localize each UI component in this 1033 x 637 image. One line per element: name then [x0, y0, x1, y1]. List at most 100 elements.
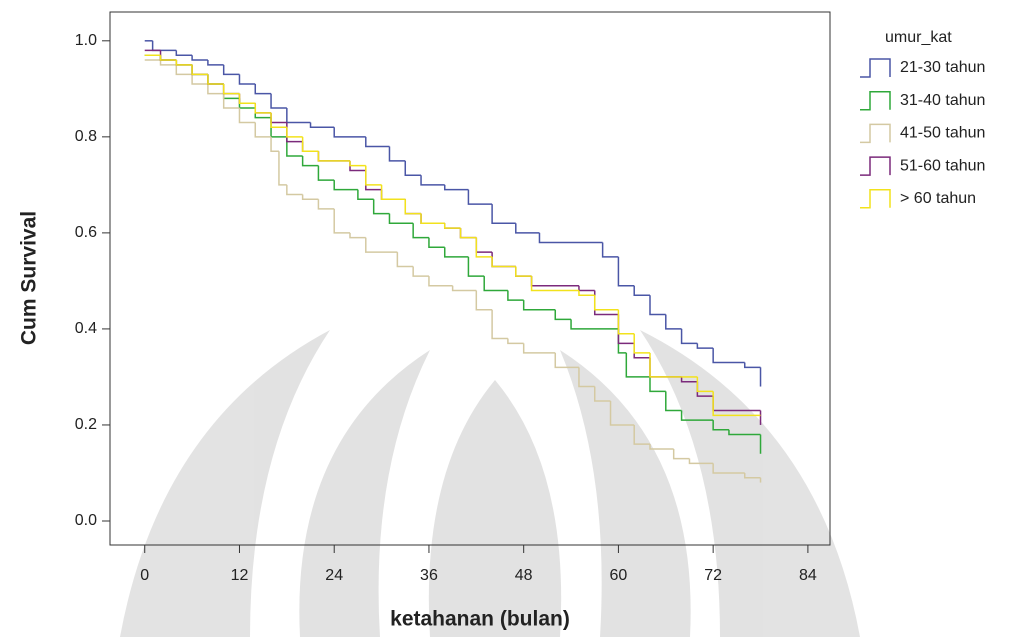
- x-tick-label: 36: [420, 567, 438, 584]
- survival-step: [404, 160, 422, 177]
- x-tick-label: 72: [704, 567, 722, 584]
- survival-step: [159, 55, 177, 61]
- legend-swatch: [860, 90, 891, 111]
- survival-step: [365, 170, 382, 191]
- survival-step: [491, 309, 508, 340]
- x-tick-label: 0: [140, 567, 149, 584]
- survival-step: [712, 348, 745, 364]
- survival-step: [649, 352, 682, 378]
- legend-label: 21-30 tahun: [900, 59, 985, 76]
- survival-step: [254, 122, 272, 138]
- survival-step: [467, 256, 485, 277]
- survival-step: [365, 136, 390, 148]
- survival-step: [151, 40, 177, 52]
- survival-step: [380, 189, 406, 201]
- survival-step: [649, 376, 666, 393]
- legend-swatch: [860, 189, 891, 209]
- survival-step: [617, 309, 635, 335]
- survival-step: [443, 184, 469, 191]
- survival-step: [530, 276, 579, 292]
- survival-step: [349, 232, 366, 239]
- survival-step: [443, 247, 469, 258]
- survival-step: [712, 420, 729, 431]
- survival-step: [286, 122, 303, 143]
- survival-step: [270, 136, 279, 153]
- survival-step: [365, 165, 382, 186]
- survival-step: [365, 237, 398, 253]
- survival-step: [175, 64, 193, 76]
- legend-label: > 60 tahun: [900, 190, 976, 207]
- y-tick-label: 0.8: [75, 128, 97, 145]
- legend-swatch: [860, 156, 891, 176]
- survival-step: [388, 146, 406, 162]
- survival-step: [522, 343, 556, 354]
- survival-step: [665, 314, 682, 330]
- survival-step: [286, 136, 303, 157]
- survival-step: [491, 252, 516, 268]
- survival-step: [222, 84, 240, 100]
- survival-step: [625, 352, 650, 378]
- survival-step: [483, 276, 508, 292]
- survival-step: [301, 156, 319, 167]
- survival-step: [404, 199, 422, 215]
- survival-step: [254, 84, 272, 95]
- survival-step: [333, 208, 350, 234]
- survival-step: [515, 266, 532, 277]
- survival-step: [286, 108, 311, 124]
- survival-step: [459, 228, 477, 239]
- survival-step: [317, 199, 335, 210]
- survival-step: [617, 256, 635, 287]
- survival-step: [538, 232, 603, 244]
- survival-step: [420, 213, 445, 225]
- survival-step: [617, 328, 627, 354]
- survival-step: [712, 463, 745, 474]
- survival-step: [696, 376, 714, 393]
- survival-step: [578, 290, 595, 297]
- survival-step: [570, 319, 619, 330]
- survival-step: [412, 266, 429, 277]
- survival-step: [554, 309, 572, 321]
- survival-step: [159, 50, 177, 61]
- survival-step: [317, 165, 335, 181]
- survival-step: [712, 391, 761, 417]
- survival-step: [633, 333, 650, 354]
- legend-swatch: [860, 58, 891, 78]
- survival-step: [388, 213, 414, 225]
- survival-step: [175, 60, 193, 66]
- survival-step: [317, 151, 350, 162]
- survival-step: [443, 223, 461, 229]
- survival-step: [428, 237, 445, 249]
- survival-step: [633, 424, 650, 445]
- survival-step: [238, 108, 256, 124]
- legend-label: 51-60 tahun: [900, 157, 985, 174]
- survival-step: [412, 223, 429, 239]
- survival-step: [238, 93, 256, 104]
- survival-step: [396, 252, 414, 268]
- survival-step: [301, 141, 319, 153]
- survival-step: [743, 472, 761, 479]
- survival-step: [728, 429, 761, 436]
- survival-step: [672, 448, 690, 460]
- survival-step: [649, 444, 674, 450]
- survival-step: [649, 295, 666, 316]
- survival-step: [522, 300, 556, 311]
- survival-step: [491, 256, 516, 268]
- y-tick-label: 0.2: [75, 416, 97, 433]
- survival-step: [357, 189, 374, 201]
- survival-step: [507, 290, 524, 301]
- survival-step: [696, 343, 714, 349]
- x-tick-label: 24: [325, 567, 343, 584]
- survival-step: [554, 352, 579, 369]
- survival-step: [207, 84, 224, 95]
- survival-step: [270, 112, 287, 124]
- survival-step: [515, 223, 540, 234]
- survival-step: [578, 285, 595, 292]
- survival-step: [372, 199, 390, 215]
- x-tick-label: 60: [610, 567, 628, 584]
- survival-step: [665, 391, 682, 412]
- survival-step: [633, 285, 650, 297]
- survival-step: [420, 213, 445, 225]
- survival-step: [428, 276, 453, 287]
- survival-step: [451, 285, 477, 292]
- y-tick-label: 0.6: [75, 224, 97, 241]
